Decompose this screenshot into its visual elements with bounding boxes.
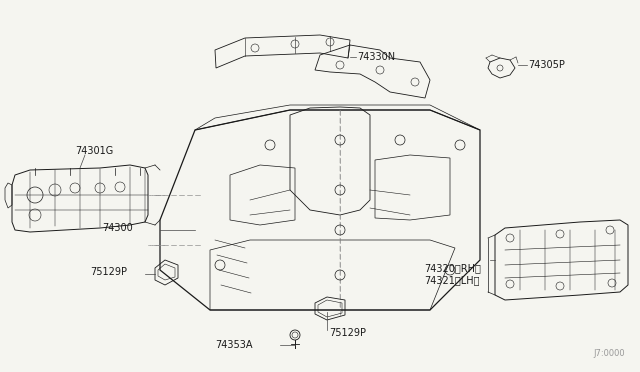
Text: 74301G: 74301G [75, 146, 113, 156]
Text: 74321〈LH〉: 74321〈LH〉 [424, 275, 479, 285]
Text: 74320〈RH〉: 74320〈RH〉 [424, 263, 481, 273]
Text: 74300: 74300 [102, 223, 133, 233]
Text: 74353A: 74353A [215, 340, 253, 350]
Text: 75129P: 75129P [329, 328, 366, 338]
Text: 75129P: 75129P [90, 267, 127, 277]
Text: 74305P: 74305P [528, 60, 565, 70]
Text: J7:0000: J7:0000 [593, 349, 625, 358]
Text: 74330N: 74330N [357, 52, 395, 62]
